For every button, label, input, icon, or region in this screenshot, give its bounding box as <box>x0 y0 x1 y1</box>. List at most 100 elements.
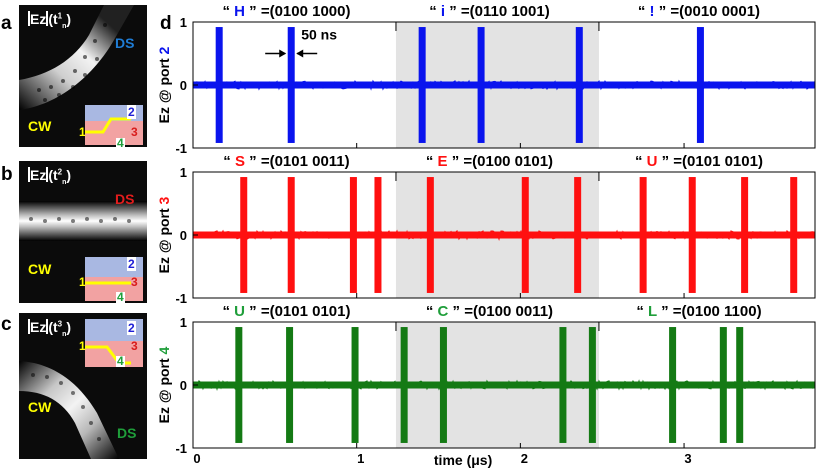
field-title: Ez (t2n) <box>28 167 72 186</box>
port-label: DS <box>115 35 135 51</box>
char-code: =(0100 1000) <box>261 3 351 20</box>
figure-label-d: d <box>160 13 172 34</box>
pulse-1-5 <box>575 27 583 143</box>
char-header-2: “ C ” =(0100 0011) <box>426 303 553 320</box>
inset-number-1: 1 <box>79 125 86 139</box>
field-title: Ez (t3n) <box>28 319 72 338</box>
char-code: =(0100 1100) <box>673 303 762 320</box>
pulse-2-2 <box>287 177 295 293</box>
quote-open: “ <box>223 153 231 170</box>
figure-label-b: b <box>1 164 13 185</box>
pulse-2-4 <box>374 177 382 293</box>
quote-open: “ <box>636 303 644 320</box>
pulse-3-8 <box>669 327 677 443</box>
quote-open: “ <box>638 3 646 20</box>
y-tick-label: -1 <box>175 441 187 456</box>
pulse-3-3 <box>351 327 359 443</box>
char-letter: L <box>644 303 661 320</box>
x-tick-label: 2 <box>521 451 528 466</box>
y-tick-label: 1 <box>180 15 187 30</box>
char-letter: U <box>642 153 661 170</box>
cw-label: CW <box>28 399 52 415</box>
port-label: DS <box>115 191 135 207</box>
pulse-1-3 <box>418 27 426 143</box>
pulse-3-9 <box>719 327 727 443</box>
quote-open: “ <box>222 303 230 320</box>
x-tick-label: 0 <box>193 451 200 466</box>
pulse-2-10 <box>741 177 749 293</box>
series-noise <box>192 79 816 91</box>
y-axis-label: Ez @ port 3 <box>156 196 172 273</box>
field-panel-a: Ez (t1n) DS CW 1 2 3 4 <box>19 5 147 147</box>
annotation-50ns: 50 ns <box>265 27 337 58</box>
pulse-1-4 <box>477 27 485 143</box>
x-tick-label: 3 <box>684 451 691 466</box>
annotation-text: 50 ns <box>301 27 337 43</box>
char-header-1: “ H ” =(0100 1000) <box>222 3 350 20</box>
x-axis-label: time (μs) <box>434 452 492 468</box>
char-letter: H <box>230 3 249 20</box>
quote-open: “ <box>635 153 643 170</box>
pulse-3-7 <box>588 327 596 443</box>
char-code: =(0100 0011) <box>464 303 553 320</box>
inset-number-4: 4 <box>116 354 125 368</box>
char-code: =(0110 1001) <box>461 3 550 20</box>
arrow-right-head <box>296 49 304 58</box>
quote-close: ” <box>449 3 461 20</box>
quote-open: “ <box>222 3 230 20</box>
pulse-2-9 <box>688 177 696 293</box>
char-header-1: “ S ” =(0101 0011) <box>223 153 349 170</box>
char-code: =(0100 0101) <box>463 153 553 170</box>
char-letter: U <box>230 303 249 320</box>
char-letter: ! <box>645 3 658 20</box>
quote-close: ” <box>249 303 261 320</box>
inset-number-4: 4 <box>116 136 125 147</box>
char-header-2: “ i ” =(0110 1001) <box>429 3 550 20</box>
pulse-3-4 <box>400 327 408 443</box>
inset-number-3: 3 <box>131 339 138 353</box>
field-panel-c: Ez (t3n) DS CW 1 2 3 4 <box>19 313 147 459</box>
quote-close: ” <box>661 303 673 320</box>
quote-close: ” <box>452 153 464 170</box>
y-axis-label-text: Ez @ port <box>156 54 172 123</box>
y-tick-label: 0 <box>180 228 187 243</box>
y-axis-port-number: 3 <box>156 196 172 204</box>
y-axis-label: Ez @ port 2 <box>156 46 172 123</box>
quote-open: “ <box>429 3 437 20</box>
quote-close: ” <box>249 3 261 20</box>
char-header-3: “ ! ” =(0010 0001) <box>638 3 760 20</box>
y-tick-label: -1 <box>175 291 187 306</box>
pulse-2-3 <box>349 177 357 293</box>
series-baseline <box>193 231 815 239</box>
quote-open: “ <box>426 153 434 170</box>
char-code: =(0101 0101) <box>673 153 763 170</box>
pulse-2-6 <box>521 177 529 293</box>
pulse-1-1 <box>215 27 223 143</box>
quote-close: ” <box>659 3 671 20</box>
char-letter: i <box>437 3 450 20</box>
pulse-3-10 <box>736 327 744 443</box>
y-tick-label: 0 <box>180 78 187 93</box>
y-tick-label: -1 <box>175 141 187 156</box>
inset-number-2: 2 <box>127 321 136 335</box>
char-code: =(0101 0101) <box>261 303 351 320</box>
pulse-2-1 <box>240 177 248 293</box>
cw-label: CW <box>28 118 52 134</box>
x-tick-label: 1 <box>357 451 364 466</box>
y-axis-label: Ez @ port 4 <box>156 346 172 423</box>
pulse-2-5 <box>426 177 434 293</box>
quote-close: ” <box>662 153 674 170</box>
inset-number-2: 2 <box>127 105 136 119</box>
field-title: Ez (t1n) <box>28 11 72 30</box>
pulse-3-6 <box>559 327 567 443</box>
pulse-2-7 <box>574 177 582 293</box>
char-code: =(0010 0001) <box>670 3 760 20</box>
quote-open: “ <box>426 303 434 320</box>
char-header-3: “ U ” =(0101 0101) <box>635 153 763 170</box>
pulse-1-2 <box>287 27 295 143</box>
y-axis-port-number: 4 <box>156 346 172 354</box>
pulse-1-6 <box>696 27 704 143</box>
inset-number-2: 2 <box>127 257 136 271</box>
